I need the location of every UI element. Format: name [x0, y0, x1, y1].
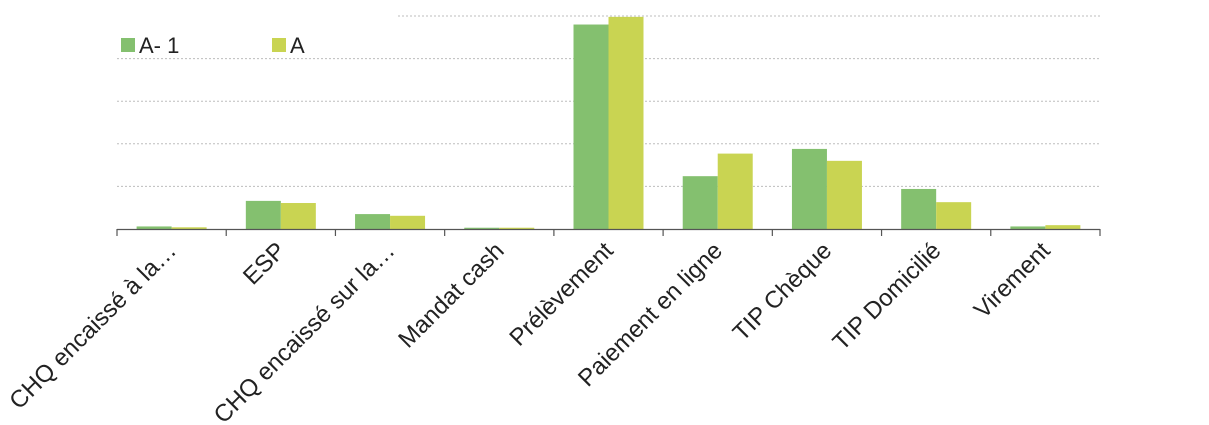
bar-a-1-4 — [573, 24, 609, 229]
bar-a-7 — [936, 202, 972, 229]
x-tick-label: Prélèvement — [504, 237, 619, 352]
bar-a-1 — [280, 203, 316, 229]
bar-a-1-7 — [901, 188, 937, 229]
legend-label: A — [290, 33, 305, 58]
x-axis — [116, 228, 1101, 236]
x-tick-label: TIP Chèque — [728, 237, 837, 346]
bar-a-1-8 — [1010, 226, 1046, 229]
bar-a-8 — [1045, 225, 1081, 229]
bar-a-1-3 — [464, 227, 500, 229]
x-tick-label: CHQ encaissé sur la… — [209, 237, 401, 425]
bar-a-1-5 — [682, 176, 718, 229]
bar-a-5 — [717, 153, 753, 229]
bar-a-3 — [499, 227, 535, 229]
legend-swatch — [272, 38, 286, 52]
bars — [136, 16, 1081, 229]
bar-a-2 — [390, 215, 426, 229]
legend-label: A- 1 — [139, 33, 179, 58]
x-tick-label: Virement — [969, 237, 1056, 324]
legend: A- 1 A — [121, 33, 305, 58]
bar-a-1-2 — [355, 214, 391, 229]
x-tick-label: CHQ encaissé à la… — [4, 237, 182, 415]
bar-a-1-0 — [136, 226, 172, 229]
bar-a-1-1 — [245, 200, 281, 229]
x-tick-label: ESP — [238, 237, 291, 290]
gridlines — [117, 15, 1100, 187]
bar-a-6 — [826, 160, 862, 229]
legend-swatch — [121, 38, 135, 52]
x-tick-label: Mandat cash — [393, 237, 509, 353]
bar-a-1-6 — [791, 148, 827, 229]
bar-a-4 — [608, 16, 644, 229]
bar-a-0 — [171, 227, 207, 229]
x-tick-label: TIP Domicilié — [828, 237, 947, 356]
